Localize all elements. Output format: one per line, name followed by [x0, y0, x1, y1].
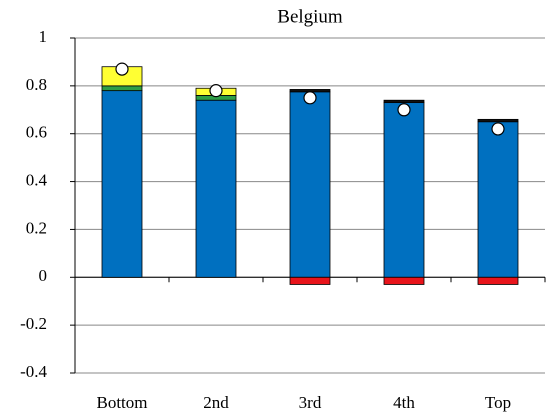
- x-tick-label: Top: [485, 393, 511, 412]
- bar-segment: [477, 121, 519, 278]
- bar-segment: [383, 276, 425, 285]
- x-tick-label: 4th: [393, 393, 415, 412]
- bar-segment: [477, 118, 519, 123]
- y-tick-label: -0.4: [20, 362, 47, 381]
- y-tick-label: 0.6: [26, 123, 47, 142]
- bar-segment: [383, 99, 425, 104]
- total-marker: [115, 62, 129, 76]
- x-tick-label: 2nd: [203, 393, 229, 412]
- y-tick-label: 0: [39, 266, 48, 285]
- total-marker: [397, 103, 411, 117]
- y-tick-label: 0.2: [26, 218, 47, 237]
- total-marker: [491, 122, 505, 136]
- bar-segment: [289, 276, 331, 285]
- bar-segment: [289, 91, 331, 278]
- y-tick-label: 0.8: [26, 75, 47, 94]
- x-tick-label: Bottom: [96, 393, 147, 412]
- total-marker: [209, 84, 223, 98]
- total-marker: [303, 91, 317, 105]
- chart-title: Belgium: [277, 6, 343, 27]
- y-tick-label: -0.2: [20, 314, 47, 333]
- y-tick-label: 1: [39, 27, 48, 46]
- bar-segment: [477, 276, 519, 285]
- bar-segment: [195, 99, 237, 278]
- bar-segment: [383, 102, 425, 278]
- bar-segment: [101, 85, 143, 92]
- bar-segment: [101, 90, 143, 278]
- y-tick-label: 0.4: [26, 170, 48, 189]
- x-tick-label: 3rd: [299, 393, 322, 412]
